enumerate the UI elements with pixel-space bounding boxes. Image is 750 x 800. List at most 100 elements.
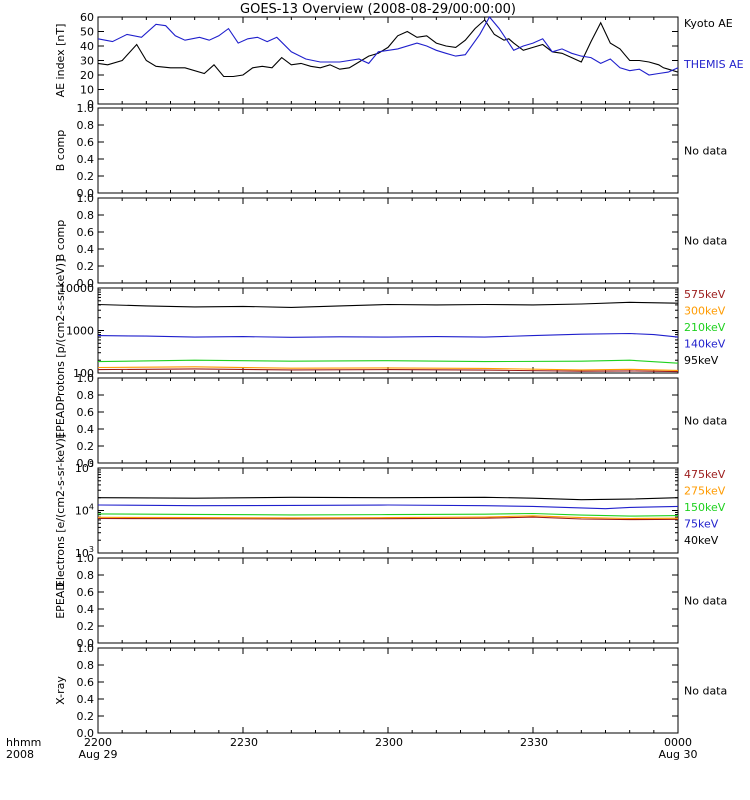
y-tick-label: 0.8 — [77, 119, 95, 132]
panel-frame — [97, 107, 679, 194]
panel-epead-1: 0.0 0.2 0.4 0.6 0.8 1.0 EPEAD No data — [54, 372, 727, 470]
x-tick-label-2330: 2330 — [520, 736, 548, 749]
figure-title: GOES-13 Overview (2008-08-29/00:00:00) — [240, 2, 516, 17]
y-tick-label: 0.0 — [77, 457, 95, 470]
panel-x-ray: 0.0 0.2 0.4 0.6 0.8 1.0 X-ray No data — [54, 642, 727, 740]
y-axis-label: B comp — [54, 220, 67, 262]
y-tick-label: 0.6 — [77, 676, 95, 689]
y-tick-label: 100 — [73, 367, 94, 380]
series-line-150kev — [97, 512, 679, 517]
x-date-label-aug30: Aug 30 — [659, 748, 698, 761]
series-line-40kev — [97, 496, 679, 501]
y-tick-label: 0.2 — [77, 170, 95, 183]
y-axis-label: Electrons [e/(cm2-s-sr-keV)] — [54, 434, 67, 587]
series-line-themis-ae — [97, 16, 679, 76]
y-tick-exponent: 5 — [89, 460, 94, 469]
y-tick-label: 0.8 — [77, 389, 95, 402]
y-tick-label: 10 — [80, 84, 94, 97]
y-tick-label: 30 — [80, 55, 94, 68]
y-tick-label: 0.2 — [77, 440, 95, 453]
panel-frame — [97, 197, 679, 284]
y-tick-label: 20 — [80, 69, 94, 82]
panel-frame — [97, 647, 679, 734]
y-tick-label: 1.0 — [77, 552, 95, 565]
y-tick-label: 0.4 — [77, 243, 95, 256]
legend-themis-ae: THEMIS AE — [683, 58, 744, 71]
y-axis-label: AE index [nT] — [54, 24, 67, 98]
y-tick-exponent: 3 — [89, 545, 94, 554]
legend-300kev: 300keV — [684, 305, 726, 318]
x-date-label-aug29: Aug 29 — [79, 748, 118, 761]
legend-150kev: 150keV — [684, 501, 726, 514]
y-tick-label: 105 — [75, 460, 94, 475]
y-tick-label: 0.2 — [77, 260, 95, 273]
y-tick-label: 0.8 — [77, 659, 95, 672]
y-tick-label: 0.4 — [77, 153, 95, 166]
no-data-label: No data — [684, 685, 727, 698]
y-tick-label: 0.4 — [77, 603, 95, 616]
no-data-label: No data — [684, 415, 727, 428]
y-tick-label: 60 — [80, 11, 94, 24]
y-tick-label: 0 — [87, 98, 94, 111]
legend-75kev: 75keV — [684, 518, 719, 531]
series-line-75kev — [97, 504, 679, 510]
legend-475kev: 475keV — [684, 468, 726, 481]
y-tick-label: 1.0 — [77, 102, 95, 115]
x-tick-label-2230: 2230 — [230, 736, 258, 749]
series-line-575kev — [97, 368, 679, 373]
no-data-label: No data — [684, 145, 727, 158]
y-tick-label: 0.6 — [77, 586, 95, 599]
y-tick-label: 0.4 — [77, 693, 95, 706]
y-axis-label: EPEAD — [54, 582, 67, 619]
x-tick-label-2300: 2300 — [375, 736, 403, 749]
series-line-kyoto-ae — [97, 19, 679, 78]
y-axis-label: Protons [p/(cm2-s-sr-keV)] — [54, 259, 67, 403]
y-tick-label: 50 — [80, 26, 94, 39]
y-tick-label: 0.0 — [77, 277, 95, 290]
panel-frame — [97, 467, 679, 554]
legend-210kev: 210keV — [684, 321, 726, 334]
legend-275kev: 275keV — [684, 485, 726, 498]
y-tick-label: 0.6 — [77, 406, 95, 419]
y-tick-label: 1.0 — [77, 642, 95, 655]
y-tick-label: 0.0 — [77, 187, 95, 200]
x-tick-label-2200: 2200 — [84, 736, 112, 749]
panel-b-comp-1: 0.0 0.2 0.4 0.6 0.8 1.0 B comp No data — [54, 102, 727, 200]
y-tick-label: 0.6 — [77, 136, 95, 149]
series-line-140kev — [97, 332, 679, 338]
y-tick-label: 0.2 — [77, 620, 95, 633]
legend-95kev: 95keV — [684, 354, 719, 367]
legend-575kev: 575keV — [684, 288, 726, 301]
panel-frame — [97, 16, 679, 105]
no-data-label: No data — [684, 595, 727, 608]
y-tick-label: 0.6 — [77, 226, 95, 239]
y-tick-label: 0.0 — [77, 727, 95, 740]
panel-frame — [97, 377, 679, 464]
series-line-475kev — [97, 516, 679, 521]
panel-frame — [97, 557, 679, 644]
legend-140kev: 140keV — [684, 338, 726, 351]
panel-b-comp-2: 0.0 0.2 0.4 0.6 0.8 1.0 B comp No data — [54, 192, 727, 290]
no-data-label: No data — [684, 235, 727, 248]
series-line-210kev — [97, 359, 679, 364]
x-axis: hhmm 2008 2200 2230 2300 2330 0000 Aug 2… — [6, 736, 697, 761]
y-axis-label: X-ray — [54, 676, 67, 705]
legend-40kev: 40keV — [684, 534, 719, 547]
y-tick-label: 104 — [75, 503, 94, 518]
y-axis-label: EPEAD — [54, 402, 67, 439]
panel-epead-2: 0.0 0.2 0.4 0.6 0.8 1.0 EPEAD No data — [54, 552, 727, 650]
x-tick-label-0000: 0000 — [664, 736, 692, 749]
series-line-300kev — [97, 366, 679, 371]
y-axis-label: B comp — [54, 130, 67, 172]
y-tick-label: 0.8 — [77, 209, 95, 222]
y-tick-label: 0.2 — [77, 710, 95, 723]
y-tick-label: 1.0 — [77, 192, 95, 205]
y-tick-label: 0.8 — [77, 569, 95, 582]
y-tick-label: 0.4 — [77, 423, 95, 436]
x-axis-label-year: 2008 — [6, 748, 34, 761]
y-tick-label: 10000 — [59, 282, 94, 295]
